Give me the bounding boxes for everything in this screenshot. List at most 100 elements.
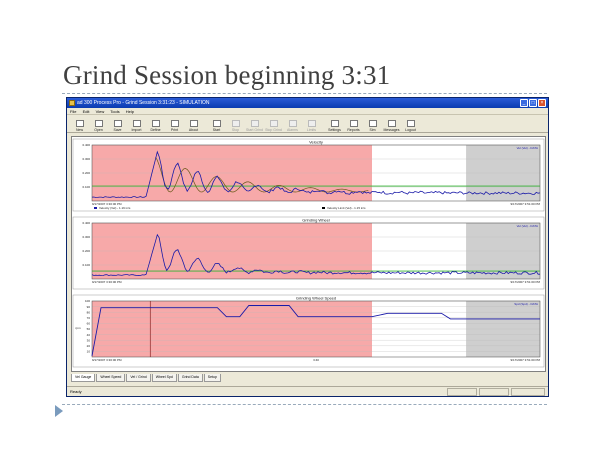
slide-title: Grind Session beginning 3:31 <box>63 60 391 90</box>
toolbar-settings-button[interactable]: Settings <box>325 115 344 132</box>
toolbar-define-button[interactable]: Define <box>146 115 165 132</box>
tab-wheel-spd[interactable]: Wheel Spd <box>151 374 177 382</box>
series-swatch <box>94 207 97 209</box>
chart-area: Velocity 0.400 0.300 0.200 0.100 Vel (Vel) - … <box>71 136 546 372</box>
menu-view[interactable]: View <box>95 109 105 114</box>
toolbar-label: Limits <box>306 128 317 132</box>
maximize-button[interactable]: □ <box>529 99 537 107</box>
legend-label: Vel (Vel) - DATA <box>517 224 538 228</box>
data-trace <box>91 150 541 199</box>
toolbar: New Open Save Import Define Print About Start St… <box>67 115 548 133</box>
toolbar-stop-grind-button[interactable]: Stop Grind <box>264 115 283 132</box>
messages-icon <box>387 120 396 127</box>
toolbar-limits-button[interactable]: Limits <box>302 115 321 132</box>
toolbar-messages-button[interactable]: Messages <box>382 115 401 132</box>
charts-canvas: Velocity 0.400 0.300 0.200 0.100 Vel (Vel) - … <box>72 138 545 368</box>
legend-label: Spd (Spd) - DATA <box>514 302 538 306</box>
stop-icon <box>231 120 240 127</box>
y-tick-label: 70 <box>87 316 91 320</box>
stop-grind-icon <box>269 120 278 127</box>
open-icon <box>94 120 103 127</box>
tab-wheel-speed[interactable]: Wheel Speed <box>96 374 126 382</box>
series-label: Velocity (Vel) - 1.19 in/s <box>99 206 131 210</box>
chart-title: Grinding Wheel <box>302 218 330 223</box>
data-trace <box>91 233 540 277</box>
toolbar-sim-button[interactable]: Sim <box>363 115 382 132</box>
toolbar-label: Define <box>150 128 161 132</box>
toolbar-label: Reports <box>347 128 360 132</box>
toolbar-save-button[interactable]: Save <box>108 115 127 132</box>
tab-grind-data[interactable]: Grind Data <box>177 374 203 382</box>
import-icon <box>132 120 141 127</box>
toolbar-label: Stop <box>231 128 240 132</box>
menu-help[interactable]: Help <box>125 109 134 114</box>
menu-tools[interactable]: Tools <box>110 109 120 114</box>
toolbar-label: About <box>188 128 199 132</box>
toolbar-stop-button[interactable]: Stop <box>226 115 245 132</box>
app-icon <box>69 100 75 106</box>
window-title: ad 300 Process Pro - Grind Session 3:31:… <box>77 100 210 106</box>
toolbar-about-button[interactable]: About <box>184 115 203 132</box>
window-titlebar[interactable]: ad 300 Process Pro - Grind Session 3:31:… <box>67 98 548 108</box>
app-window: ad 300 Process Pro - Grind Session 3:31:… <box>66 97 549 397</box>
toolbar-label: Messages <box>383 128 400 132</box>
toolbar-start-grind-button[interactable]: Start Grind <box>245 115 264 132</box>
start-icon <box>212 120 221 127</box>
secondary-trace <box>155 156 369 193</box>
status-panel <box>447 388 477 396</box>
toolbar-print-button[interactable]: Print <box>165 115 184 132</box>
toolbar-new-button[interactable]: New <box>70 115 89 132</box>
y-tick-label: 0.200 <box>82 171 90 175</box>
menu-edit[interactable]: Edit <box>82 109 90 114</box>
y-tick-label: 40 <box>87 333 91 337</box>
toolbar-start-button[interactable]: Start <box>207 115 226 132</box>
toolbar-label: Open <box>94 128 103 132</box>
x-end-label: 9/17/2007 3:51:00 PM <box>510 358 540 362</box>
tab-vel-gauge[interactable]: Vel Gauge <box>71 374 96 382</box>
y-tick-label: 0.200 <box>82 249 90 253</box>
close-button[interactable]: × <box>538 99 546 107</box>
menu-file[interactable]: File <box>70 109 77 114</box>
toolbar-reports-button[interactable]: Reports <box>344 115 363 132</box>
series-label: Velocity Limit (Vel) - 1.15 in/s <box>327 206 366 210</box>
alarms-icon <box>288 120 297 127</box>
chart-title: Grinding Wheel Speed <box>296 296 336 301</box>
toolbar-label: Stop Grind <box>265 128 282 132</box>
legend-label: Vel (Vel) - DATA <box>517 146 538 150</box>
tab-setup[interactable]: Setup <box>203 374 221 382</box>
x-end-label: 9/17/2007 3:51:00 PM <box>510 280 540 284</box>
series-swatch <box>322 207 325 209</box>
about-icon <box>189 120 198 127</box>
y-tick-label: 0.400 <box>82 221 90 225</box>
title-divider <box>62 93 547 94</box>
toolbar-logout-button[interactable]: Logout <box>401 115 420 132</box>
menu-bar: File Edit View Tools Help <box>67 108 548 115</box>
define-icon <box>151 120 160 127</box>
y-tick-label: 0.300 <box>82 235 90 239</box>
y-tick-label: 100 <box>85 299 90 303</box>
settings-icon <box>330 120 339 127</box>
new-icon <box>75 120 84 127</box>
toolbar-label: Start <box>212 128 221 132</box>
status-text: Ready <box>70 389 82 394</box>
toolbar-import-button[interactable]: Import <box>127 115 146 132</box>
toolbar-alarms-button[interactable]: Alarms <box>283 115 302 132</box>
y-tick-label: 30 <box>87 338 91 342</box>
toolbar-label: Start Grind <box>246 128 263 132</box>
x-end-label: 9/17/2007 3:51:00 PM <box>510 202 540 206</box>
y-tick-label: 0.400 <box>82 143 90 147</box>
toolbar-label: New <box>75 128 83 132</box>
status-panel <box>479 388 509 396</box>
y-tick-label: 0.100 <box>82 185 90 189</box>
toolbar-open-button[interactable]: Open <box>89 115 108 132</box>
save-icon <box>113 120 122 127</box>
y-tick-label: 60 <box>87 322 91 326</box>
y-tick-label: 0.300 <box>82 157 90 161</box>
minimize-button[interactable]: _ <box>520 99 528 107</box>
chart-title: Velocity <box>309 140 323 145</box>
start-grind-icon <box>250 120 259 127</box>
plot-frame <box>91 222 541 280</box>
limits-icon <box>307 120 316 127</box>
logout-icon <box>406 120 415 127</box>
tab-vel-grind[interactable]: Vel / Grind <box>126 374 151 382</box>
